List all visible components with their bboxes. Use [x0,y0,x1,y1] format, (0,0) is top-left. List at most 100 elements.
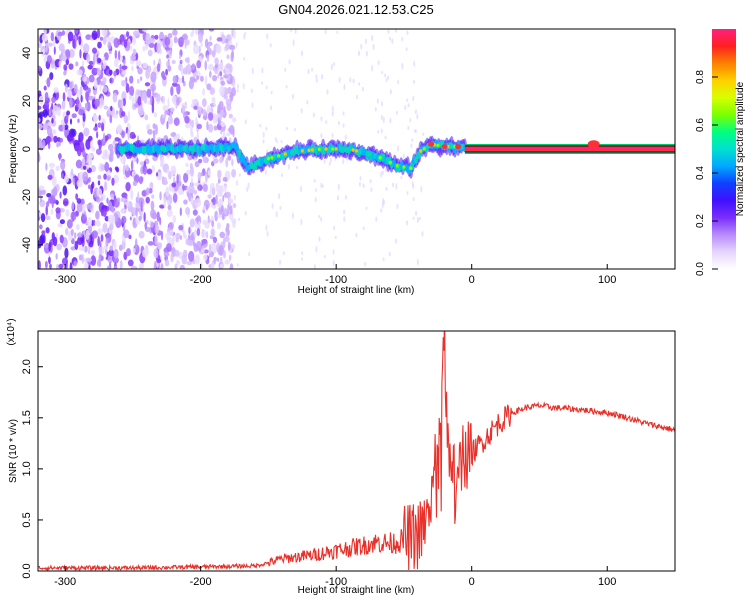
spectrogram-noise-cell [154,34,159,40]
spectrogram-noise-cell [328,161,331,167]
signal-cell [243,160,248,167]
spectrogram-noise-cell [76,198,82,204]
spectrogram-noise-cell [377,60,380,66]
spectrogram-noise-cell [43,85,47,91]
spectrogram-noise-cell [190,197,194,205]
spectrogram-noise-cell [82,43,90,54]
spectrogram-noise-cell [231,158,234,167]
spectrogram-noise-cell [63,70,67,76]
spectrogram-noise-cell [156,242,163,250]
spectrogram-noise-cell [172,75,178,84]
spectrogram-noise-cell [88,74,95,83]
spectrogram-noise-cell [53,135,58,143]
spectrogram-noise-cell [173,36,178,44]
spectrogram-noise-cell [76,88,80,99]
spectrogram-noise-cell [186,56,190,64]
spectrogram-noise-cell [188,226,191,235]
spectrogram-noise-cell [68,48,75,58]
spectrogram-noise-cell [265,85,268,89]
spectrogram-noise-cell [94,98,100,108]
spectrogram-noise-cell [97,174,102,180]
spectrogram-noise-cell [46,201,50,207]
spectrogram-noise-cell [235,41,238,48]
spectrogram-noise-cell [331,111,334,117]
spectrogram-noise-cell [171,60,176,65]
spectrogram-noise-cell [125,181,131,192]
spectrogram-noise-cell [86,53,91,63]
spectrogram-noise-cell [232,220,236,229]
spectrogram-noise-cell [113,37,120,49]
spectrogram-noise-cell [80,198,85,206]
spectrogram-noise-cell [66,110,71,116]
spectrogram-noise-cell [212,113,218,124]
spectrogram-noise-cell [142,164,146,172]
signal-cell [307,148,311,152]
spectrogram-noise-cell [200,42,203,47]
spectrogram-noise-cell [271,203,274,210]
spectrogram-noise-cell [178,54,182,60]
spectrogram-noise-cell [161,180,169,185]
spectrogram-noise-cell [265,126,268,131]
spectrogram-noise-cell [365,206,368,210]
spectrogram-noise-cell [78,132,84,143]
spectrogram-noise-cell [314,196,317,203]
spectrogram-noise-cell [202,97,207,108]
spectrogram-noise-cell [301,251,304,255]
spectrogram-noise-cell [38,65,42,72]
spectrogram-noise-cell [112,92,118,103]
spectrogram-noise-cell [222,194,225,202]
spectrogram-noise-cell [107,41,112,50]
signal-cell [428,141,435,147]
snr-x-tick-label: 100 [598,576,616,588]
spectrogram-noise-cell [196,132,200,140]
spectrogram-noise-cell [141,190,147,197]
figure-title: GN04.2026.021.12.53.C25 [278,2,433,17]
spectrogram-noise-cell [80,214,86,224]
spectrogram-noise-cell [115,167,120,173]
snr-y-tick-label: 0.0 [21,563,33,578]
spectrogram-noise-cell [53,236,58,247]
spectrogram-noise-cell [228,254,232,261]
spectrogram-noise-cell [92,219,96,226]
spectrogram-noise-cell [199,185,203,191]
spectrogram-noise-cell [96,220,101,226]
snr-y-axis: 0.0 0.5 1.0 1.5 2.0 [21,359,43,579]
spectrogram-noise-cell [416,258,419,266]
spectrogram-noise-cell [227,241,231,251]
spectrogram-noise-cell [84,245,88,253]
spectrogram-noise-cell [40,45,46,55]
spectrogram-noise-cell [127,201,133,212]
spectrogram-noise-cell [185,162,189,168]
spectrogram-noise-cell [191,119,194,128]
spectrogram-noise-cell [352,78,355,84]
spectrogram-noise-cell [214,57,219,65]
spectrogram-noise-cell [85,138,91,150]
spectrogram-noise-cell [321,74,324,80]
spectrogram-noise-cell [208,243,212,254]
signal-cell [351,148,355,152]
spectrogram-noise-cell [205,204,209,211]
spectrogram-noise-cell [51,129,57,135]
spectrogram-noise-cell [103,173,107,180]
spectrogram-noise-cell [338,121,341,126]
spectrogram-noise-cell [167,115,174,125]
spectrogram-noise-cell [166,54,169,59]
spectrogram-noise-cell [107,265,111,269]
spectrogram-noise-cell [81,157,86,167]
spectrogram-noise-cell [38,138,43,149]
spectrogram-noise-cell [409,118,412,123]
spectrogram-noise-cell [112,113,119,119]
signal-cell [331,147,335,151]
spectrogram-noise-cell [73,232,77,239]
spectrogram-noise-cell [362,183,365,189]
spectrogram-noise-cell [228,44,236,51]
spectrogram-noise-cell [413,79,416,84]
spectrogram-noise-cell [236,180,239,187]
spectrogram-noise-cell [115,110,119,115]
spectrogram-noise-cell [150,200,155,211]
spectrogram-noise-cell [79,86,83,97]
spectrogram-y-tick-label: 20 [21,95,33,107]
spectrogram-noise-cell [201,248,205,253]
spectrogram-noise-cell [148,188,153,194]
spectrogram-noise-cell [176,173,179,184]
